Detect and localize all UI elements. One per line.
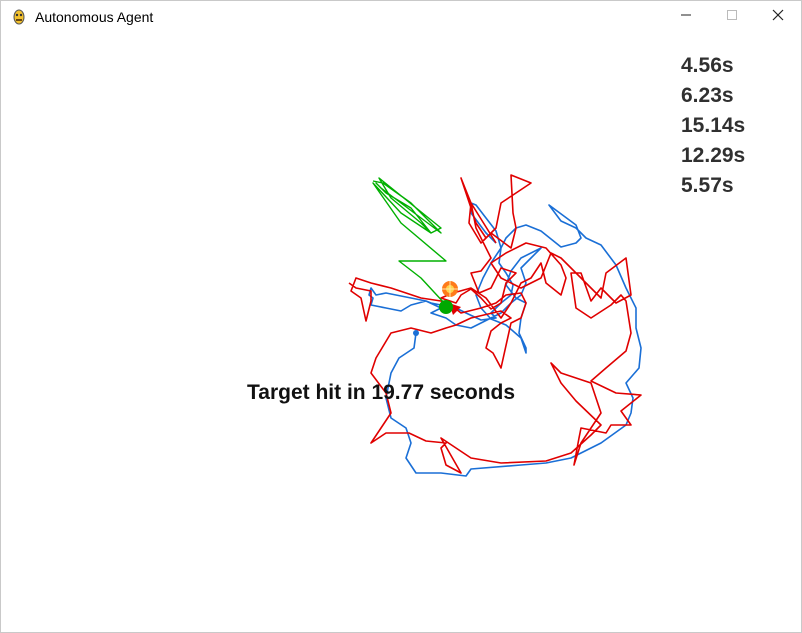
trajectory-scene [348,174,642,477]
game-canvas[interactable]: 4.56s 6.23s 15.14s 12.29s 5.57s Target h… [1,33,801,632]
window-controls [663,1,801,33]
blue-agent-dot [413,330,419,336]
title-bar[interactable]: Autonomous Agent [1,1,801,33]
maximize-icon [726,8,738,26]
green-agent-path [372,177,447,306]
lap-time: 12.29s [681,144,746,167]
lap-time-list: 4.56s 6.23s 15.14s 12.29s 5.57s [681,51,745,201]
close-button[interactable] [755,1,801,33]
maximize-button[interactable] [709,1,755,33]
minimize-icon [680,8,692,26]
green-agent-icon [439,300,453,314]
lap-time: 5.57s [681,174,734,197]
lap-time: 4.56s [681,54,734,77]
close-icon [772,8,784,26]
target-hit-message: Target hit in 19.77 seconds [247,381,516,404]
lap-time: 15.14s [681,114,746,137]
minimize-button[interactable] [663,1,709,33]
window-title: Autonomous Agent [35,9,154,25]
lap-time: 6.23s [681,84,734,107]
red-agent-path [348,174,642,474]
pygame-snake-icon [11,9,27,25]
